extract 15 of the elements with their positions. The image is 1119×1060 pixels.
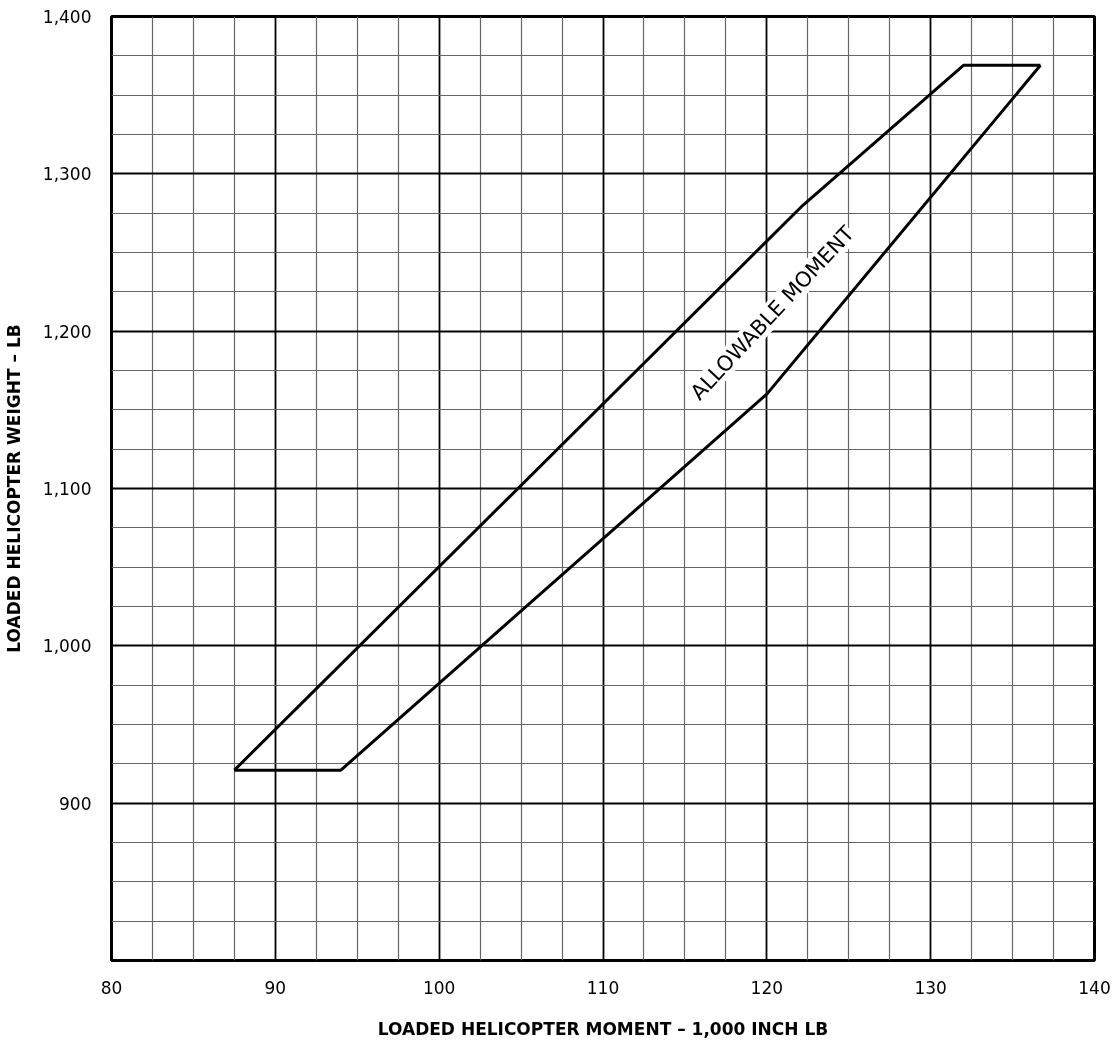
y-tick-label: 1,300 — [42, 164, 92, 185]
x-tick-label: 100 — [422, 977, 456, 998]
y-tick-label: 1,400 — [42, 7, 92, 27]
x-tick-label: 120 — [750, 977, 784, 998]
y-tick-label: 1,200 — [42, 321, 92, 342]
y-tick-label: 1,000 — [42, 636, 92, 657]
x-tick-label: 130 — [914, 977, 947, 998]
x-tick-label: 80 — [100, 977, 123, 998]
x-axis-title: LOADED HELICOPTER MOMENT – 1,000 INCH LB — [377, 1018, 829, 1039]
y-axis-title: LOADED HELICOPTER WEIGHT – LB — [3, 324, 24, 653]
x-tick-label: 140 — [1078, 977, 1111, 998]
x-tick-label: 110 — [586, 977, 620, 998]
x-tick-label: 90 — [264, 977, 287, 998]
y-tick-label: 900 — [59, 793, 92, 814]
y-tick-label: 1,100 — [42, 479, 92, 499]
